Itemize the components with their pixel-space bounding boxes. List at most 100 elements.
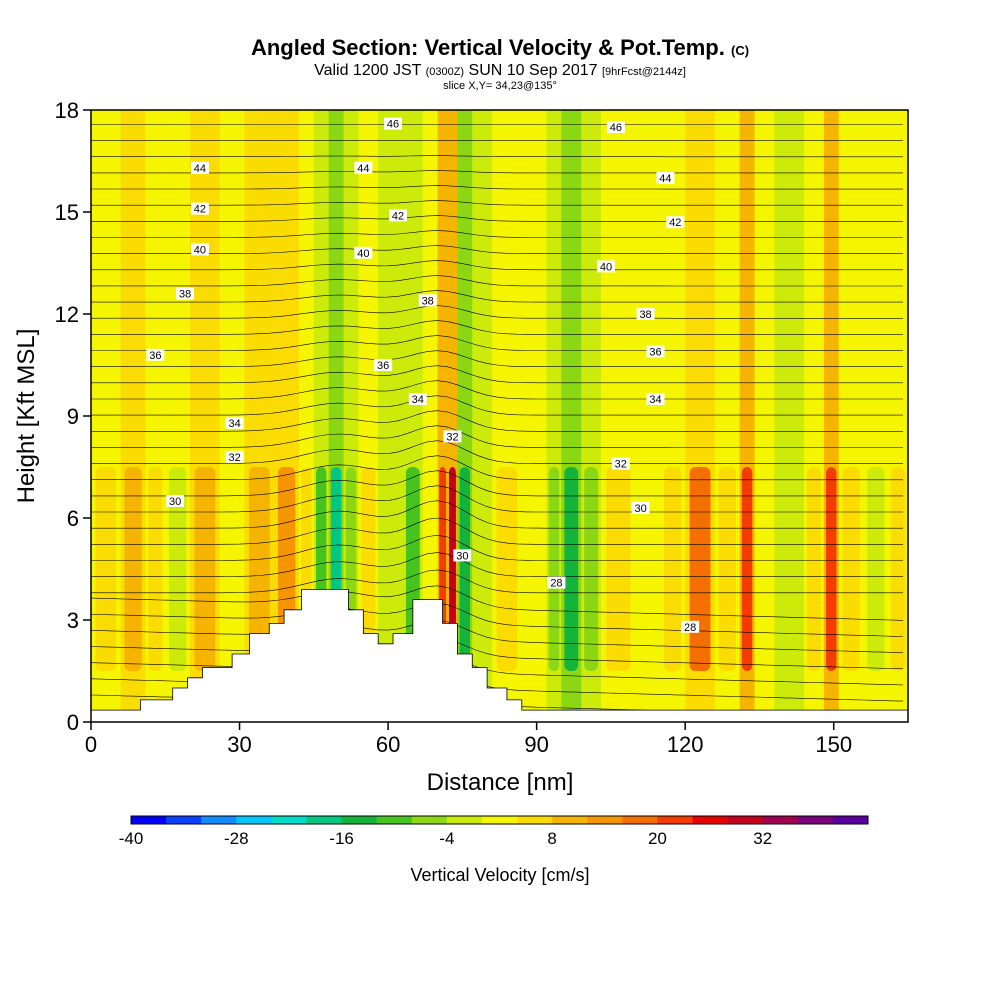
y-tick-label: 0	[67, 710, 79, 735]
pot-temp-label: 38	[176, 287, 195, 301]
pot-temp-label-text: 40	[194, 244, 206, 256]
pot-temp-label-text: 46	[387, 119, 399, 131]
isentrope	[91, 335, 903, 351]
colorbar-swatch	[797, 816, 834, 824]
isentrope	[91, 305, 903, 319]
y-axis: 0 3 6 9 12 15 18	[55, 98, 91, 735]
colorbar-swatch	[622, 816, 658, 824]
chart-title-suffix: (C)	[731, 43, 750, 58]
pot-temp-label-text: 28	[550, 578, 562, 590]
velocity-core	[584, 467, 599, 671]
isentrope	[91, 170, 903, 174]
isentrope	[91, 185, 903, 190]
velocity-core	[741, 467, 753, 671]
terrain	[90, 589, 909, 723]
pot-temp-label-text: 42	[194, 204, 206, 216]
pot-temp-contours	[91, 124, 904, 718]
slice-label: slice X,Y= 34,23@135°	[443, 80, 557, 92]
velocity-core	[381, 467, 400, 671]
colorbar-swatch	[131, 816, 167, 824]
pot-temp-label: 44	[354, 161, 373, 175]
pot-temp-label: 42	[666, 216, 685, 229]
pot-temp-label-text: 40	[357, 248, 369, 260]
pot-temp-label-bg	[225, 450, 244, 463]
colorbar-swatch	[306, 816, 342, 824]
colorbar-swatch	[481, 816, 518, 824]
subtitle-utc: (0300Z)	[425, 66, 465, 78]
pot-temp-label-text: 32	[228, 452, 240, 464]
pot-temp-label: 38	[418, 294, 437, 307]
colorbar-swatch	[762, 816, 799, 824]
colorbar-tick-label: -4	[439, 829, 454, 848]
pot-temp-label: 30	[166, 495, 185, 508]
pot-temp-label-text: 34	[228, 418, 240, 430]
pot-temp-label-text: 44	[659, 173, 671, 185]
isentrope	[91, 410, 903, 432]
pot-temp-label-bg	[631, 501, 650, 514]
colorbar-swatch	[201, 816, 237, 824]
y-tick-label: 18	[55, 98, 79, 123]
pot-temp-label-text: 34	[412, 394, 424, 406]
y-tick-label: 3	[67, 608, 79, 633]
colorbar-tick-label: 32	[753, 829, 772, 848]
velocity-core	[867, 467, 885, 671]
isentrope	[91, 215, 903, 222]
pot-temp-label-text: 38	[422, 295, 434, 307]
velocity-core	[361, 467, 376, 671]
velocity-core	[689, 467, 711, 671]
pot-temp-label-bg	[656, 172, 675, 184]
title-block: Angled Section: Vertical Velocity & Pot.…	[0, 36, 1000, 93]
colorbar-swatch	[517, 816, 553, 824]
pot-temp-labels: 44 42 40 38 36 34 32 30 46 44 42 40 38 36 34 32 30 46 44 42…	[146, 117, 700, 634]
colorbar-swatch	[166, 816, 202, 824]
velocity-core	[496, 467, 518, 671]
colorbar-tick-label: -28	[224, 829, 249, 848]
pot-temp-label-bg	[646, 345, 665, 358]
pot-temp-label-text: 32	[615, 459, 627, 471]
colorbar-swatch	[727, 816, 764, 824]
pot-temp-label-bg	[190, 202, 209, 215]
isentrope	[91, 569, 903, 594]
x-tick-label: 120	[667, 732, 704, 757]
pot-temp-label-bg	[374, 359, 393, 371]
y-tick-label: 6	[67, 506, 79, 531]
pot-temp-label: 36	[646, 345, 665, 358]
isentrope	[91, 470, 903, 497]
pot-temp-label-text: 36	[149, 350, 161, 362]
isentrope	[91, 395, 903, 416]
pot-temp-label-bg	[681, 620, 700, 633]
isentrope	[91, 275, 903, 287]
isentrope	[91, 290, 903, 303]
x-tick-label: 0	[85, 732, 97, 757]
pot-temp-label-bg	[354, 161, 373, 174]
isentrope	[91, 245, 903, 254]
isentrope	[91, 350, 903, 367]
y-tick-label: 15	[55, 200, 79, 225]
velocity-core	[223, 467, 241, 671]
pot-temp-label-text: 36	[649, 346, 661, 358]
velocity-core	[95, 467, 117, 671]
velocity-core	[664, 467, 682, 671]
pot-temp-label: 34	[646, 393, 665, 406]
x-tick-label: 150	[815, 732, 852, 757]
pot-temp-label-bg	[611, 457, 630, 470]
pot-temp-label: 46	[606, 121, 625, 134]
pot-temp-label: 42	[190, 202, 209, 216]
pot-temp-label: 32	[611, 457, 630, 471]
pot-temp-label: 40	[596, 260, 615, 273]
x-axis-label: Distance [nm]	[427, 769, 574, 796]
pot-temp-label-text: 30	[634, 503, 646, 515]
velocity-core	[891, 467, 906, 671]
velocity-core	[606, 467, 631, 671]
pot-temp-label: 32	[225, 450, 244, 464]
isentrope	[91, 365, 903, 384]
pot-temp-label-bg	[225, 416, 244, 429]
velocity-core	[778, 467, 800, 671]
velocity-core	[806, 467, 821, 671]
pot-temp-label: 44	[656, 172, 675, 185]
colorbar-swatch	[832, 816, 869, 824]
velocity-core	[718, 467, 736, 671]
pot-temp-label-bg	[636, 308, 655, 320]
pot-temp-label-text: 38	[179, 289, 191, 301]
pot-temp-label-text: 38	[639, 309, 651, 321]
